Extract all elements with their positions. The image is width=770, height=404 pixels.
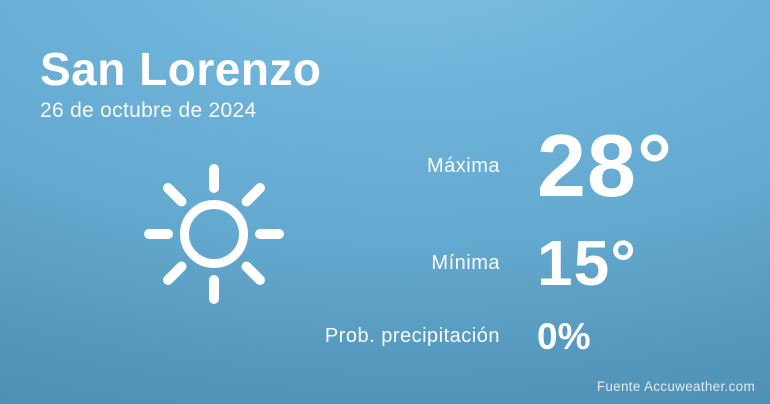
source-attribution: Fuente Accuweather.com: [596, 379, 755, 394]
stat-row-maxima: Máxima 28°: [0, 110, 770, 222]
stat-row-minima: Mínima 15°: [0, 215, 770, 311]
maxima-value: 28°: [537, 116, 674, 215]
sun-icon: [142, 162, 286, 306]
maxima-label: Máxima: [426, 154, 500, 177]
minima-label: Mínima: [431, 251, 500, 274]
date-text: 26 de octubre de 2024: [40, 99, 257, 122]
header: San Lorenzo 26 de octubre de 2024: [40, 46, 322, 123]
minima-value: 15°: [537, 227, 637, 299]
page-title: San Lorenzo: [40, 43, 322, 95]
precipitation-label: Prob. precipitación: [324, 324, 500, 347]
precipitation-value: 0%: [537, 315, 591, 357]
stat-row-precipitation: Prob. precipitación 0%: [0, 310, 770, 362]
